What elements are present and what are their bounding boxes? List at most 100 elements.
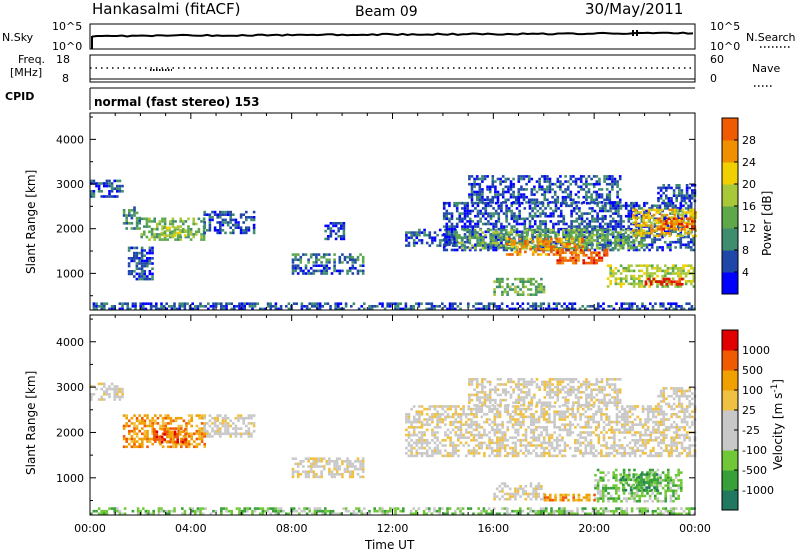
data-cell — [581, 305, 584, 308]
data-cell — [474, 302, 478, 305]
data-cell — [632, 208, 635, 212]
data-cell — [513, 242, 517, 246]
data-cell — [494, 241, 498, 245]
data-cell — [560, 509, 564, 513]
data-cell — [667, 512, 670, 516]
data-cell — [118, 398, 122, 401]
data-cell — [163, 438, 166, 441]
data-cell — [113, 507, 116, 510]
data-cell — [532, 277, 535, 281]
data-cell — [177, 427, 180, 430]
data-cell — [681, 213, 684, 217]
data-cell — [458, 236, 461, 240]
data-cell — [468, 233, 472, 237]
data-cell — [568, 512, 571, 516]
data-cell — [647, 232, 651, 235]
data-cell — [559, 212, 563, 215]
data-cell — [169, 427, 173, 430]
data-cell — [585, 177, 588, 181]
data-cell — [537, 512, 540, 516]
data-cell — [470, 198, 474, 202]
data-cell — [640, 217, 644, 221]
data-cell — [521, 307, 525, 311]
data-cell — [666, 267, 670, 270]
data-cell — [514, 420, 517, 424]
data-cell — [630, 214, 633, 218]
data-cell — [449, 431, 452, 434]
data-cell — [684, 246, 688, 249]
data-cell — [676, 234, 679, 238]
data-cell — [179, 225, 182, 228]
data-cell — [596, 217, 599, 221]
data-cell — [539, 253, 543, 256]
data-cell — [511, 454, 515, 458]
data-cell — [673, 224, 677, 227]
data-cell — [433, 239, 437, 242]
data-cell — [501, 433, 504, 437]
data-cell — [208, 424, 212, 428]
data-cell — [194, 512, 197, 516]
data-cell — [203, 416, 206, 420]
data-cell — [335, 465, 339, 468]
data-cell — [302, 269, 305, 273]
data-cell — [320, 261, 323, 264]
data-cell — [245, 226, 248, 229]
data-cell — [639, 232, 643, 235]
data-cell — [652, 213, 656, 217]
data-cell — [459, 423, 463, 426]
data-cell — [502, 225, 506, 228]
data-cell — [557, 222, 560, 226]
data-cell — [593, 233, 596, 237]
data-cell — [277, 307, 280, 311]
data-cell — [438, 405, 442, 408]
data-cell — [659, 305, 662, 308]
data-cell — [528, 225, 532, 228]
data-cell — [574, 261, 578, 265]
data-cell — [333, 473, 336, 476]
data-cell — [461, 201, 464, 205]
data-cell — [252, 422, 256, 425]
data-cell — [459, 436, 463, 439]
data-cell — [665, 213, 669, 217]
data-cell — [199, 302, 202, 305]
data-cell — [614, 230, 618, 234]
data-cell — [492, 222, 495, 226]
data-cell — [356, 457, 360, 460]
data-cell — [541, 220, 545, 223]
data-cell — [428, 244, 432, 247]
data-cell — [506, 293, 509, 296]
data-cell — [247, 216, 251, 219]
data-cell — [184, 229, 187, 232]
data-cell — [617, 225, 620, 228]
data-cell — [471, 220, 475, 223]
data-cell — [645, 235, 649, 239]
data-cell — [475, 420, 478, 424]
data-cell — [309, 470, 313, 473]
data-cell — [479, 233, 482, 236]
colorbar-tick-label: 20 — [742, 178, 756, 191]
data-cell — [316, 307, 319, 311]
data-cell — [468, 225, 472, 228]
data-cell — [448, 225, 451, 228]
data-cell — [143, 230, 146, 234]
data-cell — [491, 177, 495, 181]
data-cell — [342, 224, 346, 228]
data-cell — [542, 240, 545, 243]
data-cell — [676, 207, 680, 210]
data-cell — [291, 272, 295, 275]
data-cell — [499, 236, 503, 240]
data-cell — [669, 240, 672, 244]
data-cell — [663, 224, 666, 227]
data-cell — [133, 251, 136, 255]
data-cell — [164, 440, 167, 443]
data-cell — [312, 261, 316, 264]
data-cell — [133, 259, 136, 263]
data-cell — [405, 428, 408, 432]
data-cell — [471, 225, 475, 228]
data-cell — [451, 449, 455, 452]
data-cell — [613, 201, 617, 204]
data-cell — [500, 201, 503, 205]
data-cell — [412, 405, 416, 408]
data-cell — [546, 185, 549, 189]
data-cell — [320, 473, 323, 476]
